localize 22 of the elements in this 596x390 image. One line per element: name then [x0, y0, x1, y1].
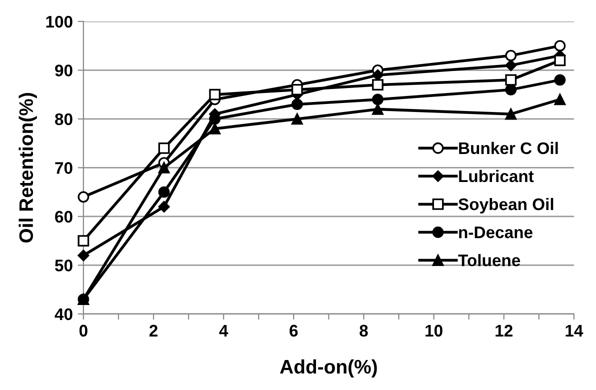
y-tick-label: 90 — [55, 64, 72, 76]
x-axis-title: Add-on(%) — [280, 359, 377, 378]
legend-label: Lubricant — [459, 170, 534, 182]
x-tick-label: 0 — [79, 324, 88, 337]
x-tick-label: 2 — [149, 324, 158, 336]
y-tick-label: 80 — [55, 113, 72, 126]
legend-label: n-Decane — [459, 226, 532, 238]
x-tick-label: 8 — [360, 324, 368, 337]
y-tick-label: 60 — [55, 210, 72, 223]
legend-label: Toluene — [458, 254, 520, 266]
x-tick-label: 6 — [290, 324, 298, 337]
y-tick-label: 70 — [55, 162, 72, 174]
legend-label: Soybean Oil — [458, 198, 554, 214]
legend-label: Bunker C Oil — [459, 142, 558, 154]
x-tick-label: 4 — [219, 324, 228, 336]
y-axis-title: Oil Retention(%) — [18, 93, 37, 243]
y-tick-label: 50 — [55, 260, 72, 272]
y-tick-label: 100 — [46, 16, 72, 28]
y-tick-label: 40 — [54, 308, 72, 320]
x-tick-label: 10 — [426, 324, 442, 337]
x-tick-label: 12 — [496, 324, 512, 336]
x-tick-label: 14 — [566, 324, 584, 336]
